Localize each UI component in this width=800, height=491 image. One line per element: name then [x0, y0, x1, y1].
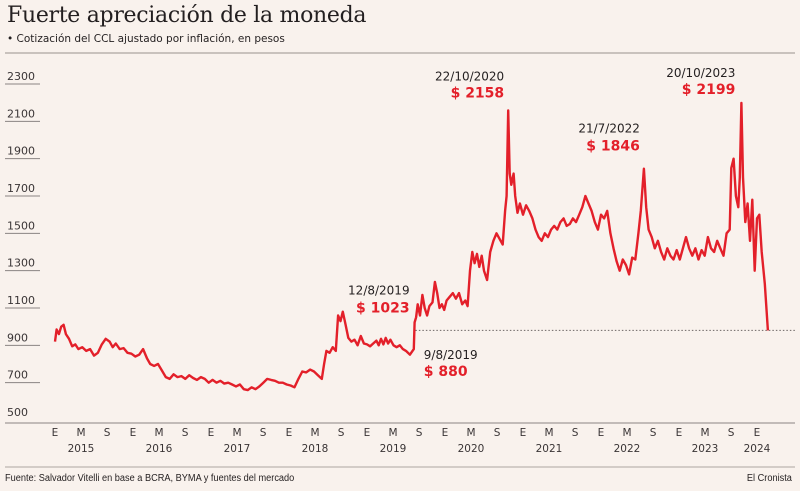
x-tick-label: S [572, 427, 579, 439]
x-tick-label: E [598, 427, 605, 439]
x-tick-label: M [310, 427, 319, 439]
annotation-date: 22/10/2020 [435, 70, 504, 84]
x-year-label: 2021 [536, 443, 563, 455]
x-year-label: 2023 [692, 443, 719, 455]
x-axis: E M S E M S E M S E M S E M S E M S E M S E M S E M S E 2015 2016 2017… [52, 427, 771, 455]
bottom-divider [5, 466, 795, 468]
y-tick-label: 2300 [7, 70, 35, 83]
x-tick-label: E [520, 427, 527, 439]
x-tick-label: E [286, 427, 293, 439]
x-tick-label: S [650, 427, 657, 439]
x-tick-label: E [52, 427, 59, 439]
annotation-value: $ 1846 [586, 139, 640, 155]
top-divider [5, 52, 795, 54]
x-year-label: 2024 [744, 443, 771, 455]
y-tick-label: 700 [7, 369, 28, 382]
annotation-date: 9/8/2019 [424, 348, 478, 362]
series-line-ccl [53, 101, 770, 392]
x-tick-label: S [260, 427, 267, 439]
x-year-label: 2017 [224, 443, 251, 455]
y-tick-label: 900 [7, 331, 28, 344]
annotation-value: $ 2158 [451, 86, 505, 102]
chart-title: Fuerte apreciación de la moneda [7, 3, 367, 28]
annotation-date: 12/8/2019 [348, 283, 410, 297]
x-year-label: 2018 [302, 443, 329, 455]
y-tick-label: 500 [7, 406, 28, 419]
annotation-date: 21/7/2022 [578, 122, 640, 136]
x-tick-label: E [676, 427, 683, 439]
x-year-label: 2020 [458, 443, 485, 455]
x-year-label: 2019 [380, 443, 407, 455]
x-tick-label: S [494, 427, 501, 439]
annotation-date: 20/10/2023 [666, 66, 735, 80]
x-tick-label: E [754, 427, 761, 439]
x-tick-label: E [130, 427, 137, 439]
chart-subtitle: • Cotización del CCL ajustado por inflac… [7, 33, 285, 45]
x-tick-label: M [466, 427, 475, 439]
annotation-value: $ 1023 [356, 300, 410, 316]
y-axis: 2300 2100 1900 1700 1500 1300 1100 900 700 500 [5, 70, 795, 424]
x-tick-label: E [442, 427, 449, 439]
annotations: 22/10/2020 $ 2158 20/10/2023 $ 2199 21/7/202… [348, 66, 735, 380]
x-tick-label: M [544, 427, 553, 439]
x-tick-label: S [182, 427, 189, 439]
x-tick-label: M [700, 427, 709, 439]
y-tick-label: 2100 [7, 107, 35, 120]
x-tick-label: S [104, 427, 111, 439]
y-tick-label: 1100 [7, 294, 35, 307]
x-tick-label: M [388, 427, 397, 439]
x-tick-label: M [76, 427, 85, 439]
x-year-label: 2016 [146, 443, 173, 455]
x-tick-label: S [416, 427, 423, 439]
y-tick-label: 1900 [7, 145, 35, 158]
x-year-label: 2015 [68, 443, 95, 455]
brand-label: El Cronista [747, 473, 792, 484]
x-year-label: 2022 [614, 443, 641, 455]
source-note: Fuente: Salvador Vitelli en base a BCRA,… [5, 473, 295, 484]
x-tick-label: S [338, 427, 345, 439]
x-tick-label: M [232, 427, 241, 439]
x-tick-label: S [728, 427, 735, 439]
x-tick-label: E [208, 427, 215, 439]
y-tick-label: 1300 [7, 257, 35, 270]
annotation-value: $ 880 [424, 364, 468, 380]
x-tick-label: M [154, 427, 163, 439]
y-tick-label: 1500 [7, 219, 35, 232]
annotation-value: $ 2199 [682, 82, 736, 98]
y-tick-label: 1700 [7, 182, 35, 195]
x-tick-label: E [364, 427, 371, 439]
x-tick-label: M [622, 427, 631, 439]
